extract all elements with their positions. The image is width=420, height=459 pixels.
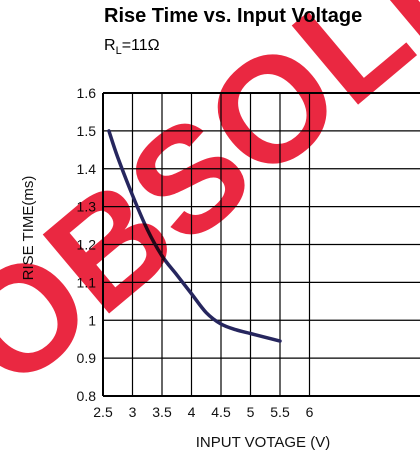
x-tick-label: 3.5	[152, 404, 172, 420]
x-tick-label: 6	[306, 404, 314, 420]
y-tick-label: 1.2	[77, 237, 97, 253]
x-tick-label: 3	[129, 404, 137, 420]
y-tick-label: 1.5	[77, 123, 97, 139]
x-tick-label: 4.5	[211, 404, 231, 420]
y-axis-label: RISE TIME(ms)	[20, 176, 37, 281]
tick-labels: 0.8 0.9 1 1.1 1.2 1.3 1.4 1.5 1.6 2.5 3 3.5 4 4.5 5 5.5…	[77, 85, 314, 420]
grid	[102, 92, 420, 397]
series-line	[107, 129, 282, 343]
x-tick-label: 5.5	[270, 404, 290, 420]
chart-title: Rise Time vs. Input Voltage	[104, 5, 362, 27]
x-tick-label: 2.5	[93, 404, 113, 420]
x-tick-label: 5	[247, 404, 255, 420]
y-tick-label: 0.8	[77, 388, 97, 404]
y-tick-label: 1	[88, 312, 96, 328]
y-tick-label: 1.3	[77, 199, 97, 215]
y-tick-label: 0.9	[77, 350, 97, 366]
y-tick-label: 1.4	[77, 161, 97, 177]
y-tick-label: 1.6	[77, 85, 97, 101]
chart-subtitle: RL=11Ω	[104, 37, 160, 57]
series-layer	[107, 129, 282, 343]
y-tick-label: 1.1	[77, 274, 97, 290]
watermark: OBSOLETE	[0, 0, 420, 420]
x-tick-label: 4	[188, 404, 196, 420]
x-axis-label: INPUT VOTAGE (V)	[196, 434, 330, 451]
watermark-text: OBSOLETE	[0, 0, 420, 420]
